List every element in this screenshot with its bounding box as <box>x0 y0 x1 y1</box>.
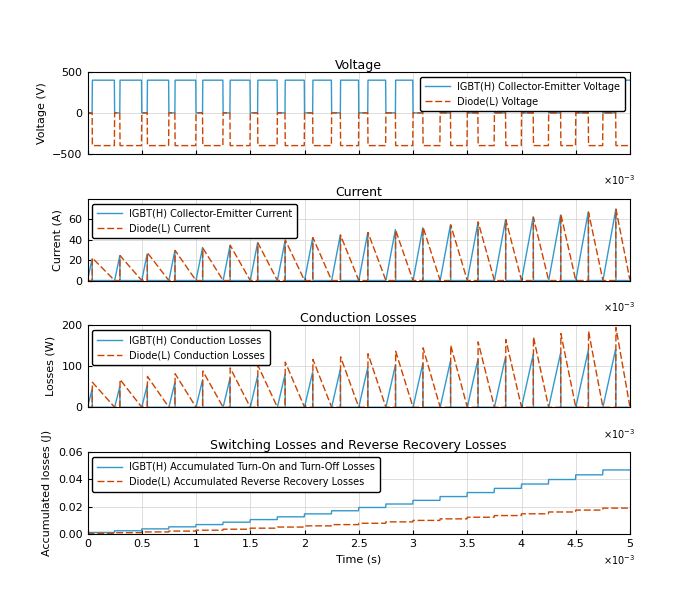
Legend: IGBT(H) Accumulated Turn-On and Turn-Off Losses, Diode(L) Accumulated Reverse Re: IGBT(H) Accumulated Turn-On and Turn-Off… <box>92 457 380 491</box>
Legend: IGBT(H) Collector-Emitter Voltage, Diode(L) Voltage: IGBT(H) Collector-Emitter Voltage, Diode… <box>420 77 625 112</box>
Diode(L) Accumulated Reverse Recovery Losses <box>83 530 92 537</box>
Line: IGBT(H) Conduction Losses: IGBT(H) Conduction Losses <box>88 349 630 407</box>
IGBT(H) Conduction Losses <box>111 401 120 409</box>
Diode(L) Voltage <box>347 142 356 149</box>
Diode(L) Accumulated Reverse Recovery Losses <box>598 505 607 512</box>
IGBT(H) Collector-Emitter Current <box>83 277 92 284</box>
Line: IGBT(H) Collector-Emitter Voltage: IGBT(H) Collector-Emitter Voltage <box>88 80 630 113</box>
Diode(L) Conduction Losses <box>510 373 519 380</box>
Diode(L) Voltage <box>610 109 618 116</box>
Diode(L) Accumulated Reverse Recovery Losses <box>332 521 341 528</box>
Text: $\times10^{-3}$: $\times10^{-3}$ <box>603 300 636 314</box>
Diode(L) Accumulated Reverse Recovery Losses <box>510 512 519 519</box>
IGBT(H) Accumulated Turn-On and Turn-Off Losses <box>510 485 519 492</box>
Diode(L) Accumulated Reverse Recovery Losses <box>610 505 619 512</box>
IGBT(H) Collector-Emitter Voltage <box>510 77 519 84</box>
IGBT(H) Collector-Emitter Voltage <box>610 109 618 116</box>
X-axis label: Time (s): Time (s) <box>336 554 382 565</box>
IGBT(H) Conduction Losses <box>332 381 341 388</box>
Diode(L) Voltage <box>510 142 519 149</box>
Diode(L) Voltage <box>610 109 619 116</box>
Diode(L) Voltage <box>88 142 97 149</box>
Line: Diode(L) Accumulated Reverse Recovery Losses: Diode(L) Accumulated Reverse Recovery Lo… <box>88 508 630 533</box>
IGBT(H) Accumulated Turn-On and Turn-Off Losses <box>111 527 120 535</box>
IGBT(H) Collector-Emitter Current <box>347 277 356 284</box>
IGBT(H) Collector-Emitter Current <box>610 215 618 223</box>
IGBT(H) Conduction Losses <box>612 346 620 353</box>
Diode(L) Current <box>347 258 356 265</box>
IGBT(H) Collector-Emitter Current <box>610 217 618 224</box>
Title: Switching Losses and Reverse Recovery Losses: Switching Losses and Reverse Recovery Lo… <box>211 439 507 452</box>
Title: Voltage: Voltage <box>335 59 382 72</box>
Title: Conduction Losses: Conduction Losses <box>300 313 417 325</box>
Diode(L) Current <box>626 276 634 283</box>
Diode(L) Current <box>610 277 618 284</box>
Diode(L) Accumulated Reverse Recovery Losses <box>626 505 634 512</box>
Line: IGBT(H) Collector-Emitter Current: IGBT(H) Collector-Emitter Current <box>88 210 630 281</box>
IGBT(H) Collector-Emitter Voltage <box>83 109 92 116</box>
Diode(L) Conduction Losses <box>347 383 356 390</box>
Title: Current: Current <box>335 186 382 199</box>
IGBT(H) Collector-Emitter Current <box>612 206 620 214</box>
IGBT(H) Collector-Emitter Current <box>111 274 120 281</box>
Line: Diode(L) Conduction Losses: Diode(L) Conduction Losses <box>88 328 630 407</box>
Diode(L) Conduction Losses <box>332 404 341 411</box>
Diode(L) Current <box>610 277 618 284</box>
Text: $\times10^{-3}$: $\times10^{-3}$ <box>603 427 636 440</box>
IGBT(H) Conduction Losses <box>510 404 519 411</box>
IGBT(H) Conduction Losses <box>83 404 92 411</box>
Y-axis label: Voltage (V): Voltage (V) <box>36 82 47 144</box>
Diode(L) Current <box>83 277 92 284</box>
IGBT(H) Collector-Emitter Current <box>626 277 634 284</box>
IGBT(H) Accumulated Turn-On and Turn-Off Losses <box>610 466 619 473</box>
IGBT(H) Collector-Emitter Voltage <box>333 109 342 116</box>
IGBT(H) Conduction Losses <box>610 353 618 360</box>
Diode(L) Voltage <box>111 109 120 116</box>
Diode(L) Voltage <box>333 109 342 116</box>
Text: $\times10^{-3}$: $\times10^{-3}$ <box>603 553 636 567</box>
IGBT(H) Accumulated Turn-On and Turn-Off Losses <box>332 507 341 514</box>
Y-axis label: Losses (W): Losses (W) <box>46 337 56 397</box>
Text: $\times10^{-3}$: $\times10^{-3}$ <box>603 173 636 187</box>
IGBT(H) Accumulated Turn-On and Turn-Off Losses <box>610 466 618 473</box>
Diode(L) Accumulated Reverse Recovery Losses <box>610 505 618 512</box>
Line: Diode(L) Voltage: Diode(L) Voltage <box>88 113 630 146</box>
Diode(L) Voltage <box>626 142 634 149</box>
Diode(L) Current <box>612 205 620 212</box>
Diode(L) Accumulated Reverse Recovery Losses <box>347 521 356 528</box>
IGBT(H) Conduction Losses <box>610 354 618 361</box>
Diode(L) Current <box>510 250 519 257</box>
IGBT(H) Collector-Emitter Current <box>510 277 519 284</box>
Diode(L) Conduction Losses <box>610 404 618 411</box>
IGBT(H) Collector-Emitter Voltage <box>111 109 120 116</box>
Y-axis label: Accumulated losses (J): Accumulated losses (J) <box>42 430 52 556</box>
Line: IGBT(H) Accumulated Turn-On and Turn-Off Losses: IGBT(H) Accumulated Turn-On and Turn-Off… <box>88 470 630 532</box>
Diode(L) Conduction Losses <box>610 404 618 411</box>
Line: Diode(L) Current: Diode(L) Current <box>88 209 630 281</box>
Y-axis label: Current (A): Current (A) <box>53 209 63 271</box>
Diode(L) Conduction Losses <box>83 404 92 411</box>
Diode(L) Conduction Losses <box>111 404 120 411</box>
Legend: IGBT(H) Conduction Losses, Diode(L) Conduction Losses: IGBT(H) Conduction Losses, Diode(L) Cond… <box>92 331 270 365</box>
IGBT(H) Collector-Emitter Voltage <box>347 77 356 84</box>
IGBT(H) Accumulated Turn-On and Turn-Off Losses <box>598 466 607 473</box>
IGBT(H) Accumulated Turn-On and Turn-Off Losses <box>83 529 92 536</box>
IGBT(H) Conduction Losses <box>347 404 356 411</box>
IGBT(H) Collector-Emitter Current <box>332 250 341 257</box>
Diode(L) Voltage <box>83 109 92 116</box>
Diode(L) Conduction Losses <box>612 324 620 331</box>
IGBT(H) Conduction Losses <box>626 404 634 411</box>
IGBT(H) Collector-Emitter Voltage <box>88 77 97 84</box>
Diode(L) Accumulated Reverse Recovery Losses <box>111 529 120 536</box>
IGBT(H) Accumulated Turn-On and Turn-Off Losses <box>626 466 634 473</box>
IGBT(H) Collector-Emitter Voltage <box>626 77 634 84</box>
Diode(L) Current <box>332 277 341 284</box>
Diode(L) Current <box>111 277 120 284</box>
Legend: IGBT(H) Collector-Emitter Current, Diode(L) Current: IGBT(H) Collector-Emitter Current, Diode… <box>92 203 298 238</box>
IGBT(H) Accumulated Turn-On and Turn-Off Losses <box>347 507 356 514</box>
IGBT(H) Collector-Emitter Voltage <box>610 109 619 116</box>
Diode(L) Conduction Losses <box>626 403 634 410</box>
